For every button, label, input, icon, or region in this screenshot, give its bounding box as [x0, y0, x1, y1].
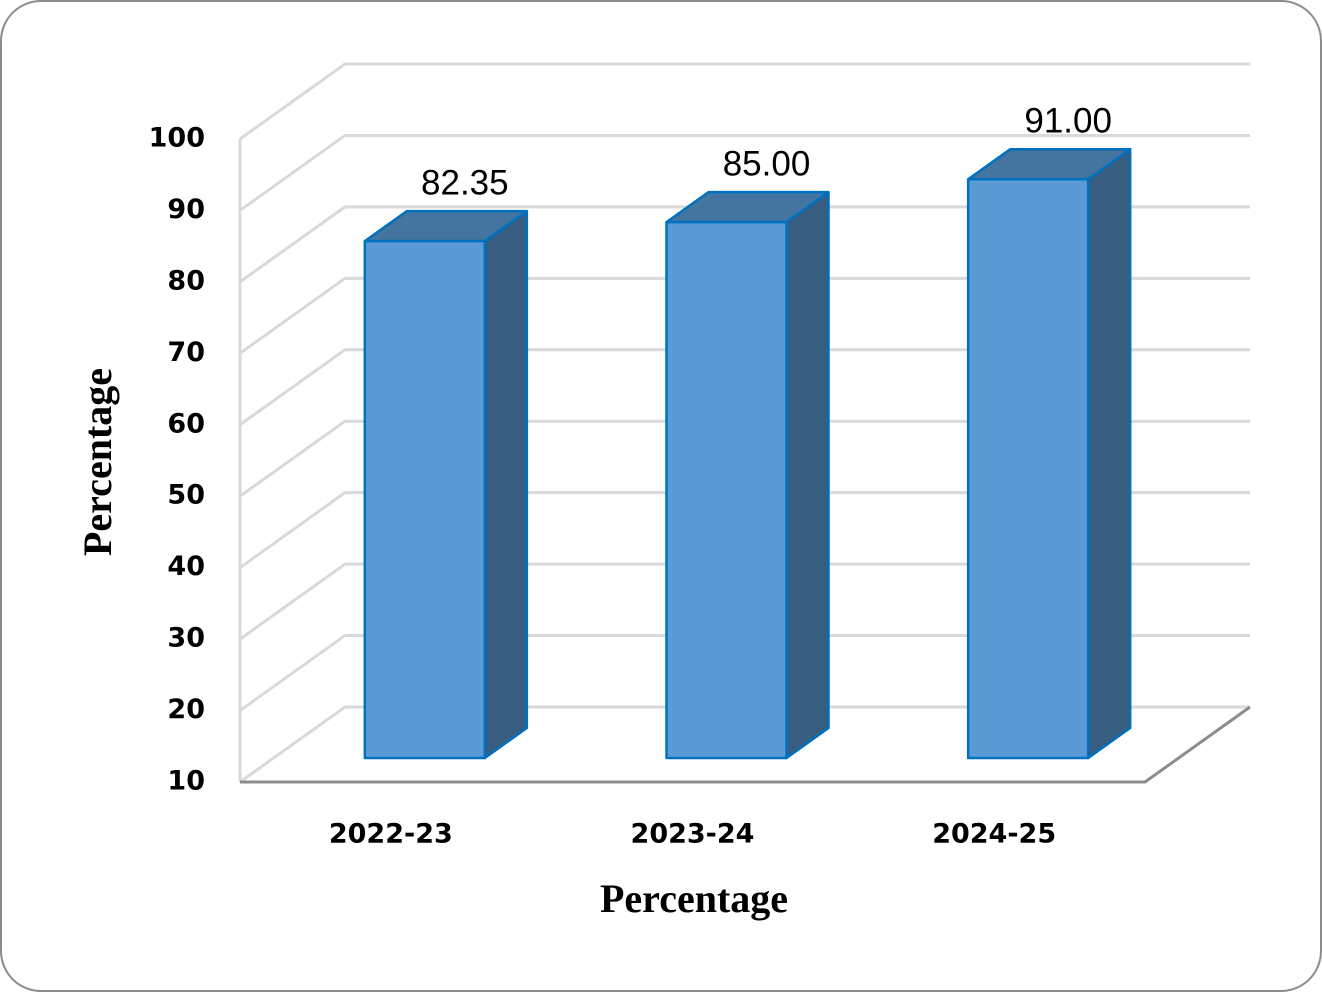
grid-line [239, 705, 1250, 784]
y-tick-label: 50 [167, 480, 205, 511]
y-tick-label: 60 [167, 408, 205, 439]
x-axis-title: Percentage [600, 876, 788, 921]
grid-line [239, 133, 1250, 212]
y-tick-label: 30 [167, 623, 205, 654]
grid-line [239, 419, 1250, 498]
grid-line [239, 562, 1250, 641]
grid-line [239, 62, 1250, 141]
y-tick-label: 90 [167, 194, 205, 225]
x-tick-label: 2022-23 [329, 819, 453, 850]
bar-side [785, 190, 830, 760]
bar [665, 220, 788, 760]
y-tick-label: 70 [167, 337, 205, 368]
grid-line [239, 276, 1250, 355]
value-label: 91.00 [1024, 102, 1112, 141]
y-tick-label: 20 [167, 694, 205, 725]
y-tick-label: 100 [149, 123, 205, 154]
floor-edge [240, 705, 1251, 784]
grid-line [239, 491, 1250, 569]
grid-line [239, 634, 1250, 712]
grid-line [239, 348, 1250, 426]
x-tick-label: 2024-25 [932, 819, 1056, 850]
y-axis-title: Percentage [75, 368, 120, 556]
value-label: 82.35 [421, 163, 509, 202]
grid-line [239, 205, 1250, 284]
y-tick-label: 80 [167, 265, 205, 296]
y-tick-label: 40 [167, 551, 205, 582]
bar-side [483, 209, 529, 760]
x-tick-label: 2023-24 [631, 819, 755, 850]
value-label: 85.00 [723, 144, 811, 183]
bar [966, 178, 1090, 760]
y-tick-label: 10 [167, 766, 205, 797]
bar [363, 239, 487, 760]
bar-side [1086, 148, 1132, 760]
